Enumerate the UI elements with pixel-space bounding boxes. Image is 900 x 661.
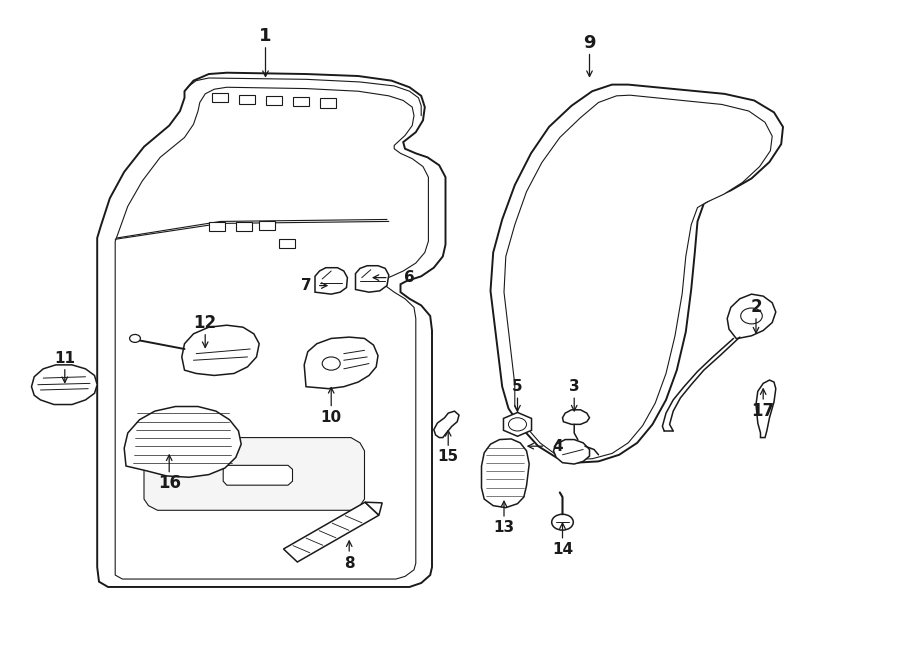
Polygon shape: [756, 380, 776, 438]
Text: 1: 1: [259, 27, 272, 46]
Text: 12: 12: [194, 313, 217, 332]
Text: 10: 10: [320, 410, 342, 425]
Bar: [236, 222, 252, 231]
Polygon shape: [562, 410, 590, 424]
Circle shape: [130, 334, 140, 342]
Polygon shape: [32, 365, 97, 405]
Bar: [279, 239, 295, 248]
Bar: [266, 96, 282, 105]
Circle shape: [508, 418, 526, 431]
Text: 4: 4: [553, 439, 563, 453]
Polygon shape: [115, 87, 428, 579]
Polygon shape: [304, 337, 378, 389]
Bar: [212, 93, 228, 102]
Polygon shape: [365, 502, 382, 515]
Polygon shape: [482, 439, 529, 508]
Text: 15: 15: [437, 449, 459, 463]
Text: 9: 9: [583, 34, 596, 52]
Polygon shape: [144, 438, 364, 510]
Text: 14: 14: [552, 543, 573, 557]
Text: 11: 11: [54, 351, 76, 366]
Polygon shape: [491, 85, 783, 463]
Polygon shape: [727, 294, 776, 338]
Polygon shape: [97, 73, 446, 587]
Text: 16: 16: [158, 473, 181, 492]
Circle shape: [741, 308, 762, 324]
Bar: [238, 95, 255, 104]
Text: 2: 2: [751, 298, 761, 317]
Text: 8: 8: [344, 556, 355, 570]
Polygon shape: [223, 465, 292, 485]
Text: 5: 5: [512, 379, 523, 394]
Text: 6: 6: [404, 270, 415, 285]
Circle shape: [552, 514, 573, 530]
Polygon shape: [315, 268, 347, 294]
Bar: [259, 221, 275, 230]
Bar: [292, 97, 309, 106]
Polygon shape: [503, 412, 532, 436]
Text: 7: 7: [301, 278, 311, 293]
Polygon shape: [182, 325, 259, 375]
Bar: [209, 222, 225, 231]
Polygon shape: [504, 95, 772, 459]
Text: 17: 17: [752, 402, 775, 420]
Polygon shape: [434, 411, 459, 438]
Circle shape: [322, 357, 340, 370]
Polygon shape: [284, 502, 379, 562]
Polygon shape: [124, 407, 241, 477]
Text: 3: 3: [569, 379, 580, 394]
Bar: [320, 98, 336, 108]
Text: 13: 13: [493, 520, 515, 535]
Polygon shape: [554, 440, 590, 464]
Polygon shape: [356, 266, 389, 292]
